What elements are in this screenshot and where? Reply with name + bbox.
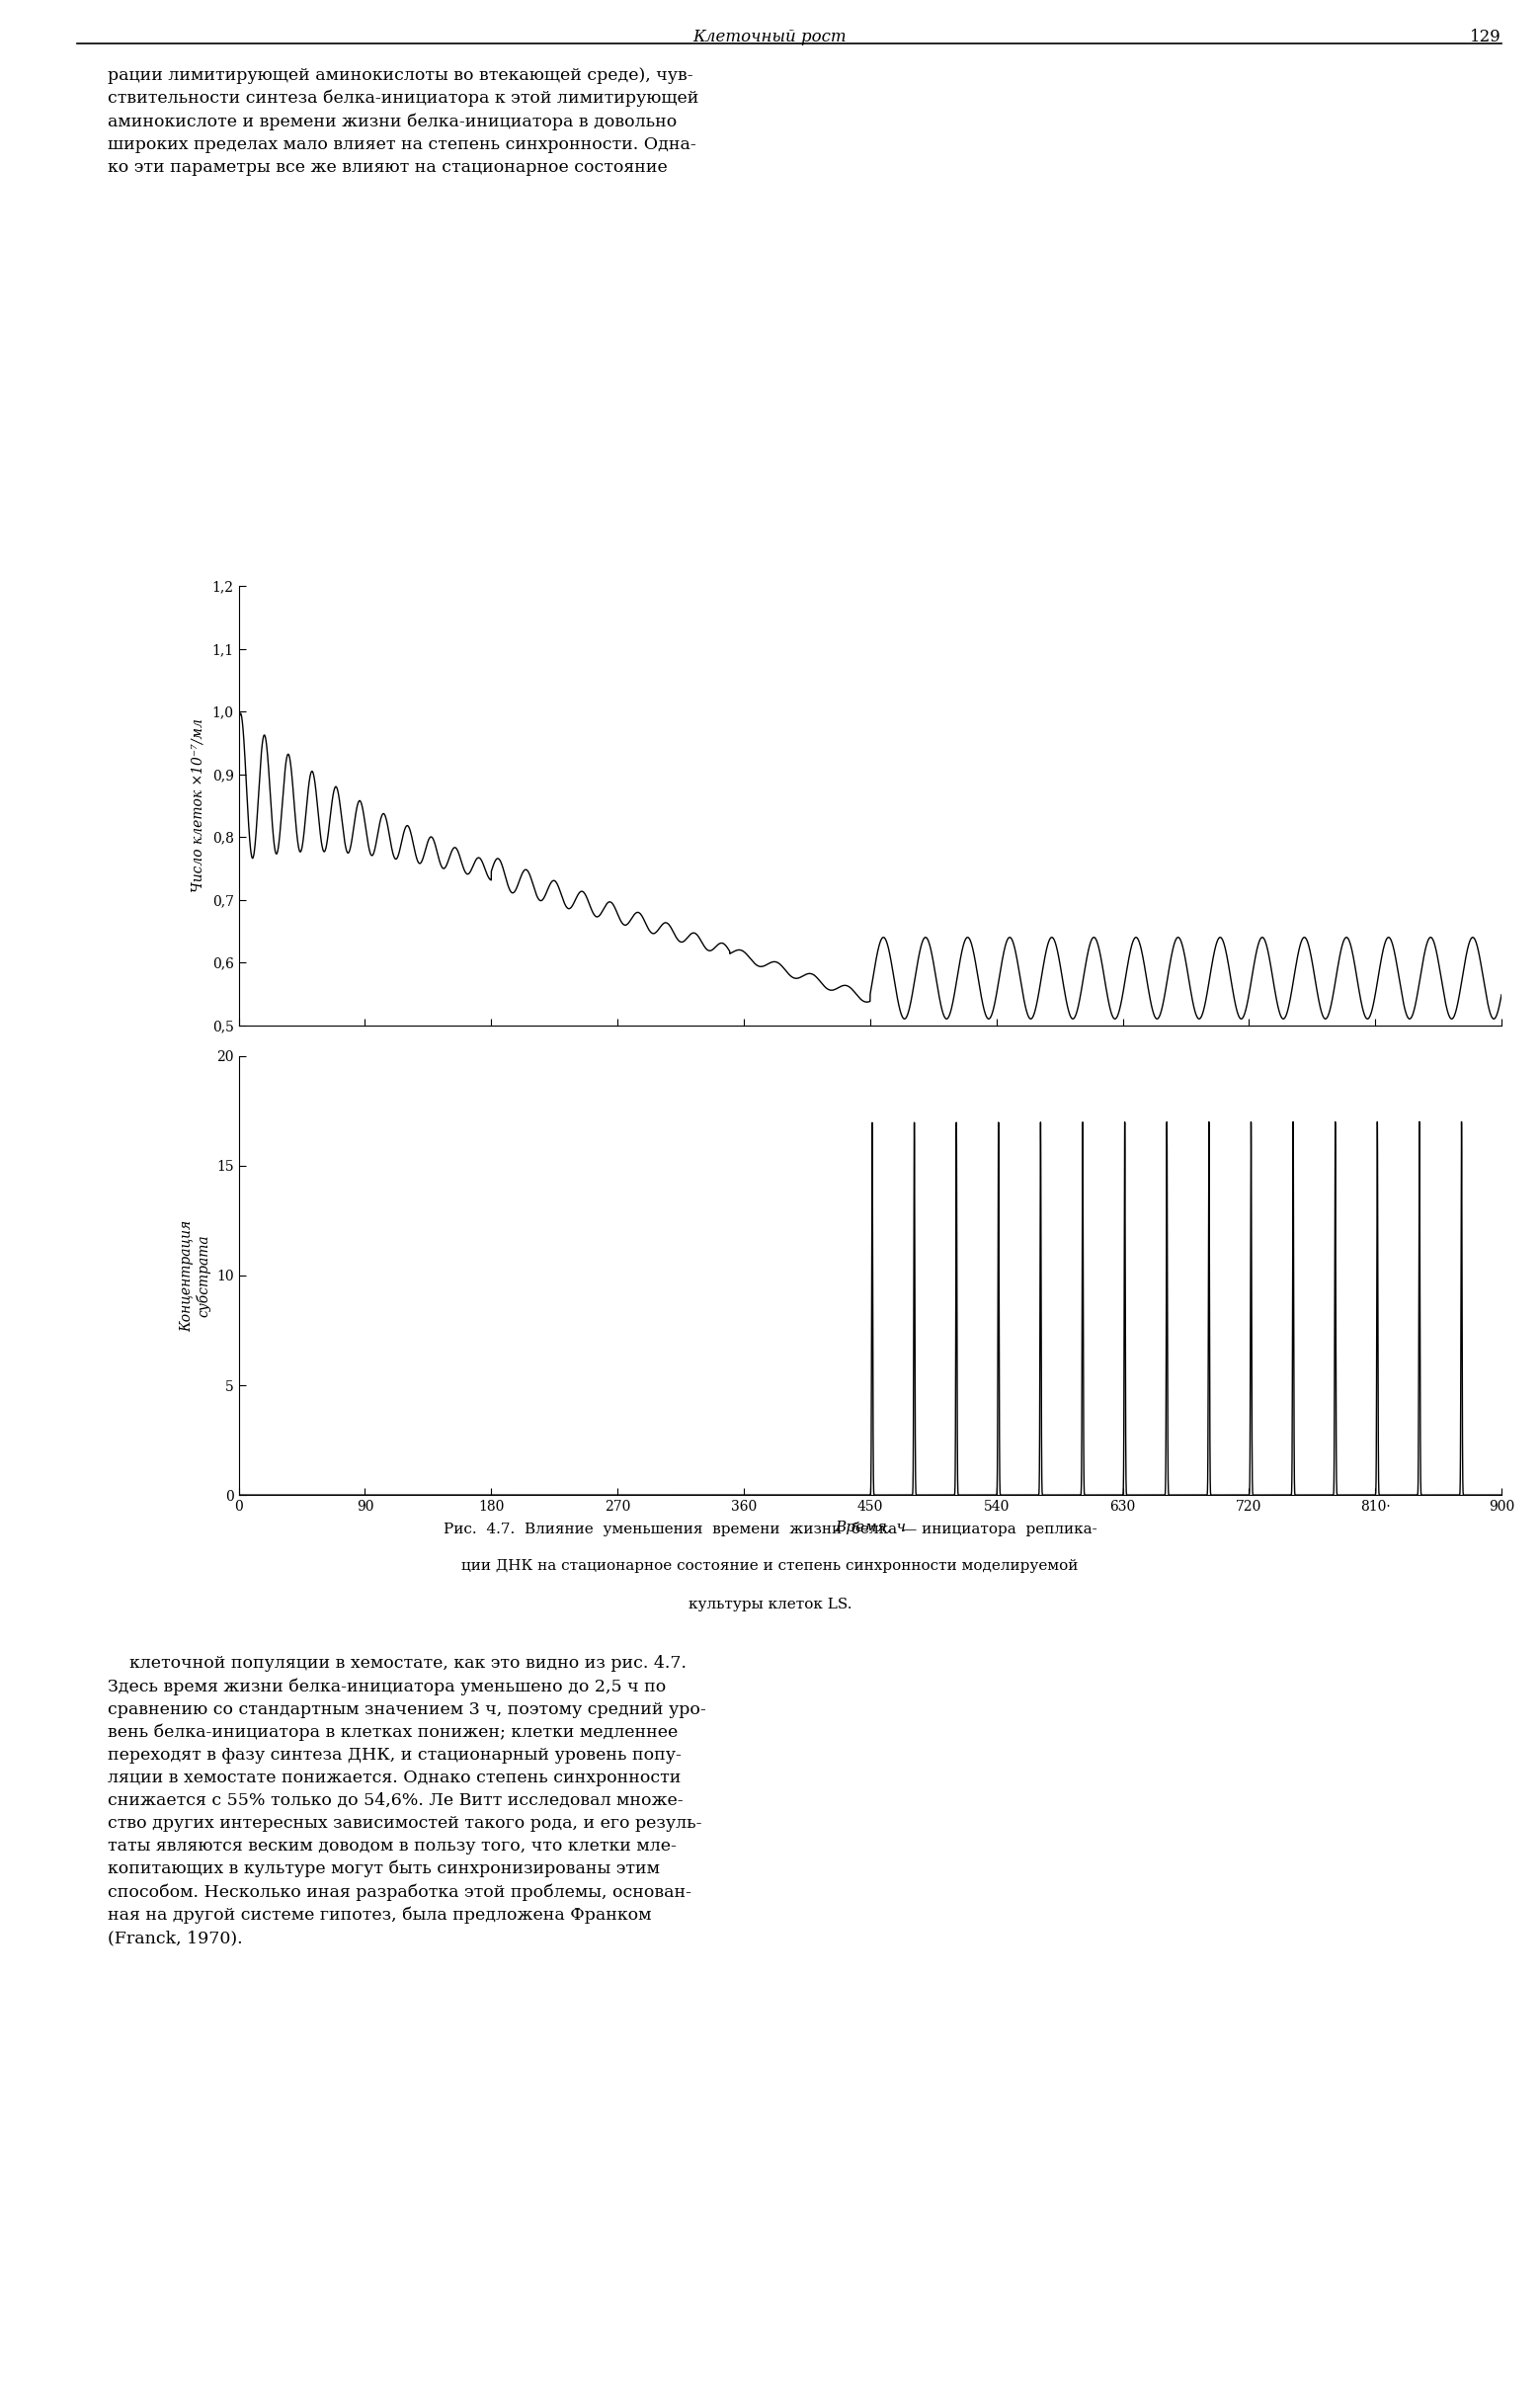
X-axis label: Время, ч: Время, ч bbox=[835, 1521, 906, 1533]
Text: 129: 129 bbox=[1471, 29, 1502, 45]
Text: ции ДНК на стационарное состояние и степень синхронности моделируемой: ции ДНК на стационарное состояние и степ… bbox=[462, 1560, 1078, 1574]
Text: Рис.  4.7.  Влияние  уменьшения  времени  жизни  белка — инициатора  реплика-: Рис. 4.7. Влияние уменьшения времени жиз… bbox=[444, 1521, 1096, 1536]
Y-axis label: Число клеток ×10⁻⁷/мл: Число клеток ×10⁻⁷/мл bbox=[191, 718, 205, 892]
Text: культуры клеток LS.: культуры клеток LS. bbox=[688, 1598, 852, 1612]
Text: клеточной популяции в хемостате, как это видно из рис. 4.7.
Здесь время жизни бе: клеточной популяции в хемостате, как это… bbox=[108, 1655, 707, 1947]
Y-axis label: Концентрация
субстрата: Концентрация субстрата bbox=[180, 1220, 211, 1332]
Text: рации лимитирующей аминокислоты во втекающей среде), чув-
ствительности синтеза : рации лимитирующей аминокислоты во втека… bbox=[108, 67, 699, 175]
Text: Клеточный рост: Клеточный рост bbox=[693, 29, 847, 45]
